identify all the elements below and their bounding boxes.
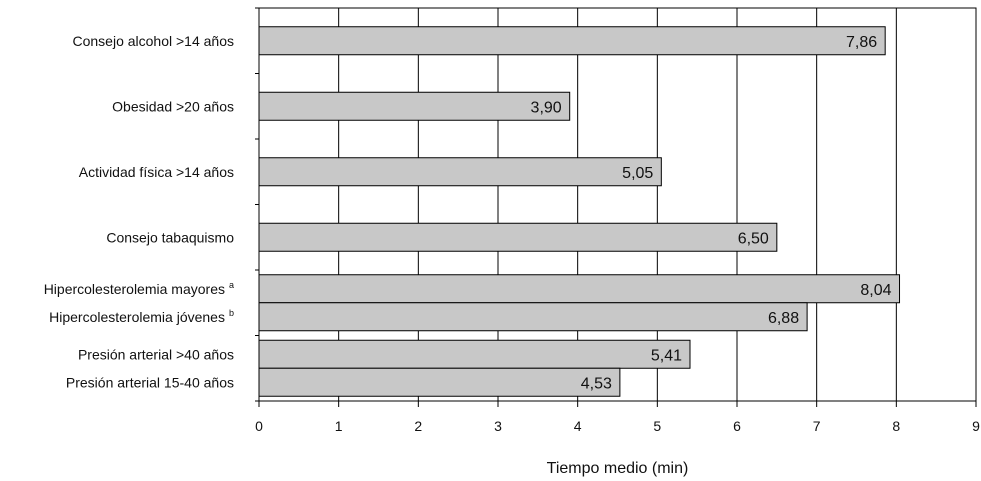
bar-value-label: 5,05 <box>622 165 653 182</box>
category-label-text: Presión arterial 15-40 años <box>66 374 234 390</box>
category-label: Actividad física >14 años <box>79 164 234 180</box>
x-tick-label: 2 <box>414 418 422 434</box>
bar <box>258 157 662 187</box>
x-tick-label: 0 <box>255 418 263 434</box>
grid-layer <box>338 8 897 401</box>
category-label-text: Actividad física >14 años <box>79 164 234 180</box>
category-label-text: Consejo alcohol >14 años <box>72 33 234 49</box>
category-label: Consejo alcohol >14 años <box>72 33 234 49</box>
bar <box>258 274 901 304</box>
bar-layer <box>258 26 901 397</box>
x-tick-label: 5 <box>653 418 661 434</box>
category-label: Presión arterial >40 años <box>78 346 234 362</box>
bar <box>258 91 571 121</box>
category-label: Obesidad >20 años <box>112 98 234 114</box>
category-label-text: Hipercolesterolemia mayores <box>44 281 225 297</box>
bar-value-label: 6,88 <box>768 310 799 327</box>
bar-value-label: 3,90 <box>531 99 562 116</box>
bar <box>258 367 621 397</box>
category-label: Consejo tabaquismo <box>106 229 234 245</box>
bar <box>258 26 886 56</box>
axis-layer: 0 1 2 3 4 5 6 7 8 9 <box>255 7 980 434</box>
category-label-text: Obesidad >20 años <box>112 98 234 114</box>
bar <box>258 222 778 252</box>
category-label: Presión arterial 15-40 años <box>66 374 234 390</box>
x-tick-label: 3 <box>494 418 502 434</box>
bar-value-label: 5,41 <box>651 347 682 364</box>
x-tick-label: 9 <box>972 418 980 434</box>
bar-value-label: 4,53 <box>581 375 612 392</box>
x-tick-label: 7 <box>813 418 821 434</box>
label-layer: 7,86 Consejo alcohol >14 años 3,90 Obesidad… <box>44 33 892 393</box>
x-tick-label: 6 <box>733 418 741 434</box>
category-label-text: Consejo tabaquismo <box>106 229 234 245</box>
x-tick-label: 8 <box>892 418 900 434</box>
category-label: Hipercolesterolemia mayores a <box>44 280 234 297</box>
category-label-footnote: b <box>229 308 234 318</box>
x-tick-label: 1 <box>335 418 343 434</box>
x-tick-label: 4 <box>574 418 582 434</box>
category-label-footnote: a <box>229 280 234 290</box>
bar-value-label: 7,86 <box>846 34 877 51</box>
bar <box>258 339 691 369</box>
bar-value-label: 8,04 <box>860 282 891 299</box>
category-label-text: Hipercolesterolemia jóvenes <box>49 309 225 325</box>
category-label-text: Presión arterial >40 años <box>78 346 234 362</box>
category-label: Hipercolesterolemia jóvenes b <box>49 308 234 325</box>
bar <box>258 302 808 332</box>
bar-value-label: 6,50 <box>738 230 769 247</box>
x-axis-title: Tiempo medio (min) <box>547 460 689 477</box>
